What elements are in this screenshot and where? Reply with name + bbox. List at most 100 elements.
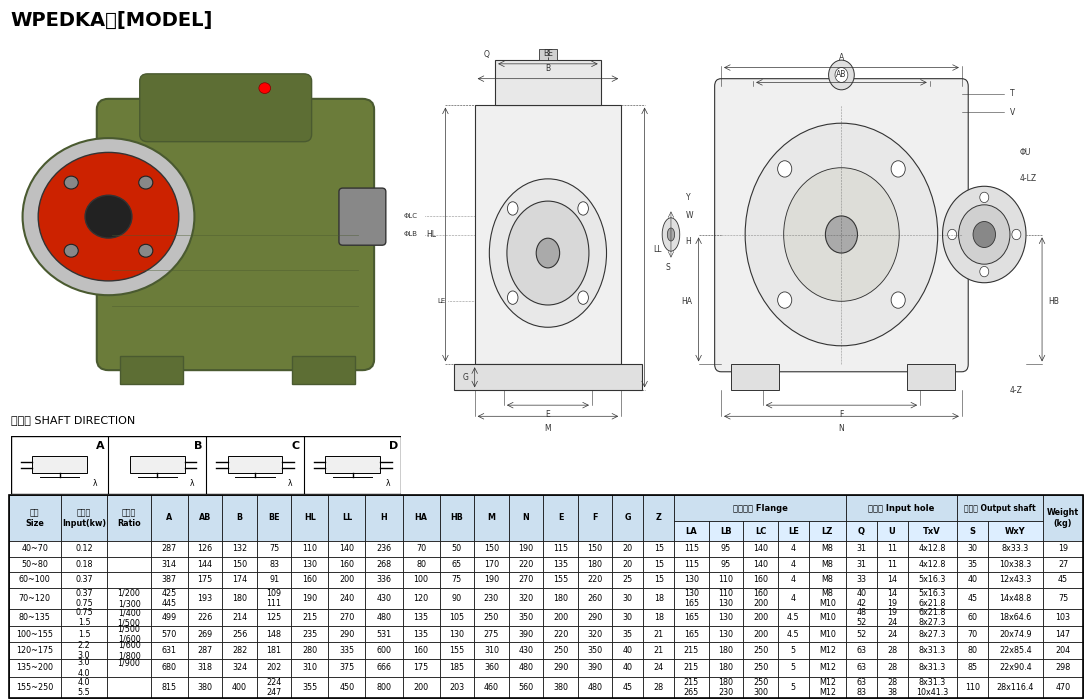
Text: 40: 40 (968, 575, 978, 584)
Text: 31: 31 (856, 560, 866, 569)
Text: ΦLB: ΦLB (404, 232, 418, 237)
Bar (151, 495, 188, 541)
Bar (329, 556, 366, 572)
Bar (403, 626, 439, 642)
Text: 40
42: 40 42 (856, 589, 866, 608)
Bar (612, 626, 643, 642)
Text: N: N (523, 513, 529, 522)
Bar (222, 572, 257, 588)
Bar (674, 642, 709, 659)
Text: 83: 83 (269, 560, 279, 569)
Text: 6x21.8
8x27.3: 6x21.8 8x27.3 (918, 608, 946, 627)
Text: 480: 480 (376, 613, 392, 622)
Text: HA: HA (414, 513, 427, 522)
Bar (509, 676, 544, 698)
Text: 130
165: 130 165 (684, 589, 699, 608)
Bar (578, 609, 612, 626)
Text: M12: M12 (819, 664, 835, 673)
Bar (495, 60, 601, 104)
Text: 130: 130 (449, 630, 464, 638)
Bar (222, 676, 257, 698)
Bar (1044, 556, 1083, 572)
Bar (987, 642, 1044, 659)
Text: 1/500
1/600: 1/500 1/600 (117, 624, 140, 644)
Bar (778, 572, 808, 588)
Text: Q: Q (484, 50, 489, 59)
Bar (188, 659, 222, 676)
Bar (578, 495, 612, 541)
Bar (257, 676, 292, 698)
Text: LE: LE (437, 298, 445, 304)
Text: 33: 33 (856, 575, 866, 584)
Text: 1/200
1/300: 1/200 1/300 (117, 589, 140, 608)
Bar (33, 456, 87, 473)
Bar (107, 609, 151, 626)
Bar (61, 659, 107, 676)
Bar (151, 659, 188, 676)
Text: 115: 115 (553, 544, 569, 553)
Bar (709, 522, 743, 541)
Text: 220: 220 (553, 630, 569, 638)
Text: 91: 91 (269, 575, 279, 584)
Bar (544, 642, 578, 659)
Text: 35: 35 (623, 630, 633, 638)
Text: 214: 214 (232, 613, 247, 622)
Text: 287: 287 (162, 544, 177, 553)
Text: 0.37
0.75: 0.37 0.75 (75, 589, 93, 608)
Text: 24: 24 (653, 664, 664, 673)
Bar (292, 356, 355, 384)
Bar (730, 364, 779, 391)
Bar (778, 522, 808, 541)
Text: S: S (969, 526, 975, 536)
Text: HL: HL (304, 513, 316, 522)
Bar (743, 541, 778, 556)
Bar (674, 626, 709, 642)
Bar (846, 609, 877, 626)
Bar (1044, 609, 1083, 626)
Circle shape (64, 244, 78, 257)
Bar (61, 626, 107, 642)
Bar (544, 626, 578, 642)
Text: 320: 320 (588, 630, 602, 638)
Text: 275: 275 (484, 630, 499, 638)
Bar (907, 556, 957, 572)
Text: 336: 336 (376, 575, 392, 584)
Text: 4x12.8: 4x12.8 (919, 544, 946, 553)
Bar (326, 456, 380, 473)
Bar (509, 556, 544, 572)
Bar (877, 572, 907, 588)
Text: M12
M12: M12 M12 (819, 678, 835, 697)
Bar (188, 609, 222, 626)
Text: A: A (839, 53, 844, 62)
Bar (61, 588, 107, 609)
Text: 215: 215 (303, 613, 318, 622)
Text: 0.75
1.5: 0.75 1.5 (75, 608, 93, 627)
Bar (188, 642, 222, 659)
Bar (257, 659, 292, 676)
Bar (846, 659, 877, 676)
Text: 290: 290 (340, 630, 355, 638)
Text: 387: 387 (162, 575, 177, 584)
Bar (743, 588, 778, 609)
Bar (709, 572, 743, 588)
Text: 103: 103 (1056, 613, 1071, 622)
Bar (643, 572, 674, 588)
Text: 63
83: 63 83 (856, 678, 866, 697)
Circle shape (1012, 230, 1021, 239)
Text: 140: 140 (753, 544, 768, 553)
Text: 60~100: 60~100 (18, 575, 51, 584)
Bar (151, 556, 188, 572)
Text: 314: 314 (162, 560, 177, 569)
Text: 63: 63 (856, 664, 866, 673)
Text: 输出轴 Output shaft: 输出轴 Output shaft (965, 503, 1036, 512)
Bar (709, 588, 743, 609)
Bar (151, 642, 188, 659)
Bar (474, 642, 509, 659)
Bar (329, 588, 366, 609)
Bar (366, 609, 403, 626)
Text: 160: 160 (340, 560, 355, 569)
Bar (808, 588, 846, 609)
Bar (188, 626, 222, 642)
Text: 4.5: 4.5 (787, 630, 800, 638)
Ellipse shape (662, 218, 679, 251)
